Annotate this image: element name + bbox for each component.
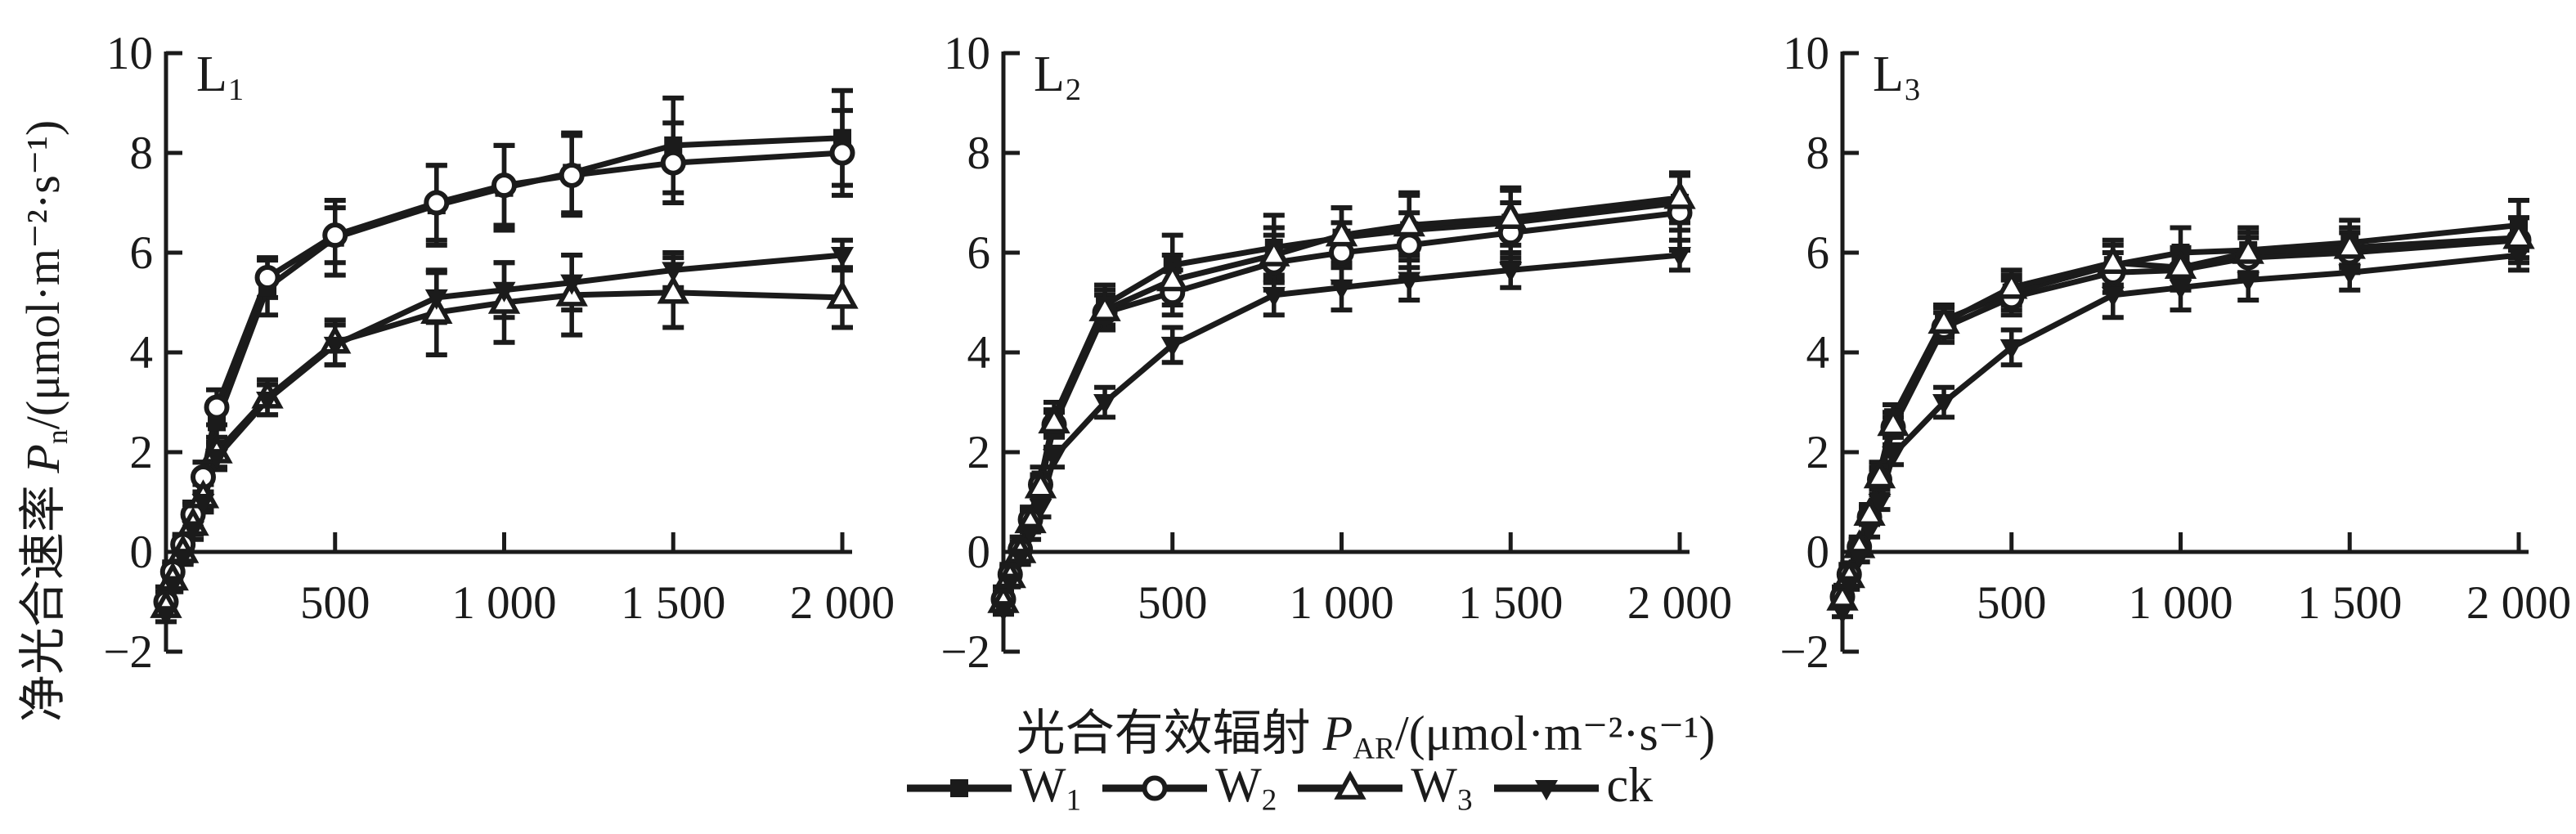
svg-text:0: 0	[967, 527, 991, 578]
svg-text:10: 10	[106, 28, 153, 79]
legend-label-base: ck	[1606, 758, 1654, 812]
triangle-down-marker-icon	[1493, 779, 1599, 800]
y-axis-symbol-sub: n	[41, 429, 74, 445]
legend-label: ck	[1607, 760, 1654, 816]
circle-marker-icon	[1102, 775, 1208, 801]
legend-label-base: W	[1411, 758, 1457, 812]
x-axis-units: /(μmol·m⁻²·s⁻¹)	[1394, 706, 1716, 760]
legend-item-w3: W3	[1298, 760, 1473, 816]
panel-label-sub: 1	[227, 72, 245, 107]
x-axis-title-text: 光合有效辐射	[1016, 706, 1323, 760]
y-axis-title-text: 净光合速率	[16, 473, 70, 723]
legend-label-base: W	[1019, 758, 1066, 812]
svg-text:500: 500	[1977, 577, 2047, 629]
svg-text:0: 0	[130, 527, 154, 578]
svg-text:10: 10	[1783, 28, 1829, 79]
x-axis-title: 光合有效辐射 PAR/(μmol·m⁻²·s⁻¹)	[0, 693, 2576, 766]
svg-text:4: 4	[1806, 327, 1830, 379]
svg-text:2 000: 2 000	[2466, 577, 2571, 629]
svg-text:6: 6	[1806, 227, 1830, 279]
legend-label: W3	[1411, 760, 1472, 816]
svg-text:2: 2	[130, 427, 154, 478]
svg-text:1 500: 1 500	[1458, 577, 1563, 629]
svg-text:1 000: 1 000	[451, 577, 556, 629]
legend-item-w1: W1	[906, 760, 1081, 816]
y-axis-units: /(μmol·m⁻²·s⁻¹)	[16, 119, 70, 430]
legend-label-sub: 1	[1066, 783, 1082, 818]
panel-label-l3: L3	[1873, 49, 1921, 105]
svg-text:8: 8	[1806, 128, 1830, 179]
panel-label-base: L	[196, 47, 228, 102]
square-marker-icon	[906, 778, 1012, 797]
panel-label-sub: 2	[1065, 72, 1083, 107]
svg-text:1 500: 1 500	[2297, 577, 2402, 629]
legend-label: W2	[1215, 760, 1277, 816]
svg-text:6: 6	[130, 227, 154, 279]
svg-text:2: 2	[1806, 427, 1830, 478]
panel-label-l2: L2	[1034, 49, 1082, 105]
svg-text:500: 500	[1138, 577, 1208, 629]
panel-label-l1: L1	[196, 49, 245, 105]
svg-text:8: 8	[130, 128, 154, 179]
svg-text:2 000: 2 000	[1627, 577, 1732, 629]
svg-text:4: 4	[130, 327, 154, 379]
svg-text:10: 10	[944, 28, 990, 79]
svg-text:8: 8	[967, 128, 991, 179]
svg-text:0: 0	[1806, 527, 1830, 578]
svg-text:500: 500	[300, 577, 370, 629]
triangle-up-marker-icon	[1298, 770, 1403, 800]
svg-text:−2: −2	[1779, 626, 1829, 678]
svg-text:2 000: 2 000	[790, 577, 895, 629]
y-axis-symbol: P	[16, 444, 70, 473]
svg-text:4: 4	[967, 327, 991, 379]
x-axis-symbol: P	[1322, 706, 1353, 760]
legend: W1 W2 W3 ck	[0, 760, 2560, 816]
svg-text:6: 6	[967, 227, 991, 279]
svg-text:1 000: 1 000	[1289, 577, 1393, 629]
panel-label-base: L	[1873, 47, 1905, 102]
legend-label-sub: 2	[1261, 783, 1277, 818]
svg-text:1 000: 1 000	[2128, 577, 2233, 629]
panel-label-sub: 3	[1904, 72, 1922, 107]
svg-text:1 500: 1 500	[621, 577, 725, 629]
legend-label-sub: 3	[1456, 783, 1473, 818]
legend-item-ck: ck	[1493, 760, 1654, 816]
svg-text:2: 2	[967, 427, 991, 478]
legend-label: W1	[1020, 760, 1081, 816]
legend-item-w2: W2	[1102, 760, 1277, 816]
panel-label-base: L	[1034, 47, 1066, 102]
legend-label-base: W	[1215, 758, 1262, 812]
svg-text:−2: −2	[103, 626, 153, 678]
x-axis-symbol-sub: AR	[1353, 732, 1395, 766]
svg-text:−2: −2	[940, 626, 990, 678]
